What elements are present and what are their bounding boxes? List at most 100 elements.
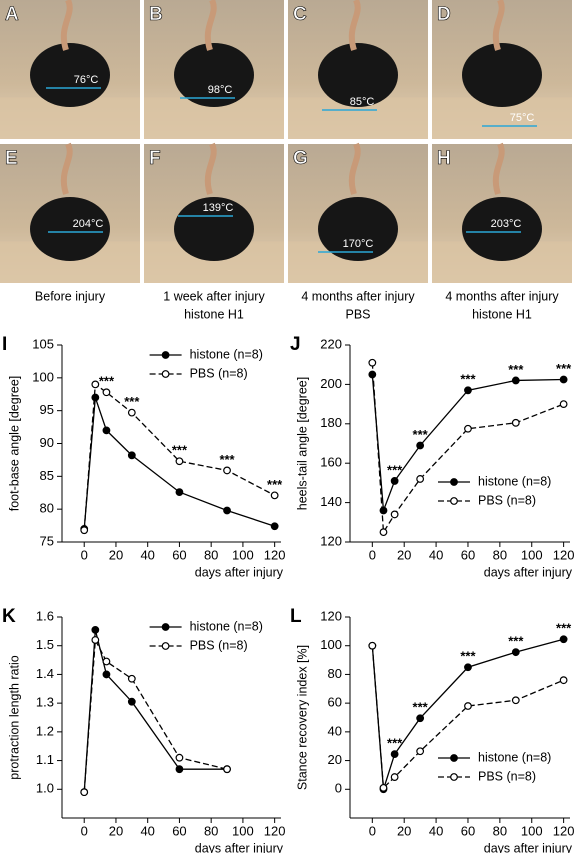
y-tick-label: 200 (320, 376, 342, 391)
panel-letter: H (437, 148, 451, 169)
y-tick-label: 80 (328, 666, 342, 681)
data-point (464, 663, 472, 672)
data-point (559, 400, 568, 409)
data-point (175, 457, 184, 466)
panel-letter: B (149, 4, 163, 25)
y-tick-label: 1.2 (36, 723, 54, 738)
legend-marker (161, 351, 170, 359)
panel-letter: K (2, 606, 16, 627)
legend-label: histone (n=8) (478, 750, 551, 764)
mouse-body (174, 197, 254, 261)
data-point (416, 441, 425, 450)
data-point (511, 376, 520, 385)
series-line (83, 629, 228, 793)
mouse-body (174, 43, 254, 107)
data-point (511, 696, 520, 705)
data-point (416, 475, 425, 483)
mouse-tail (204, 0, 217, 51)
y-tick-label: 1.6 (36, 608, 54, 623)
y-tick-label: 1.3 (36, 695, 54, 710)
x-tick-label: 120 (264, 547, 286, 562)
significance-mark: *** (508, 362, 524, 377)
x-tick-label: 80 (204, 823, 218, 838)
y-tick-label: 140 (320, 494, 342, 509)
data-point (91, 626, 100, 634)
x-tick-label: 100 (232, 823, 254, 838)
x-tick-label: 80 (493, 547, 507, 562)
x-tick-label: 0 (369, 823, 376, 838)
significance-mark: *** (99, 374, 115, 389)
x-tick-label: 20 (109, 547, 123, 562)
x-tick-label: 60 (461, 823, 475, 838)
y-tick-label: 105 (32, 336, 54, 351)
data-point (390, 510, 399, 519)
angle-label: 75°C (510, 112, 535, 124)
y-tick-label: 85 (40, 468, 54, 483)
legend-marker (161, 642, 170, 650)
legend-label: histone (n=8) (190, 347, 263, 361)
y-tick-label: 90 (40, 435, 54, 450)
data-point (91, 380, 100, 389)
significance-mark: *** (387, 462, 403, 477)
significance-mark: *** (460, 372, 476, 387)
caption: PBS (345, 307, 370, 321)
x-tick-label: 60 (172, 547, 186, 562)
significance-mark: *** (387, 736, 403, 751)
data-point (127, 697, 136, 706)
legend-marker (450, 478, 458, 486)
angle-label: 204°C (73, 218, 104, 230)
y-tick-label: 1.5 (36, 637, 54, 652)
y-axis-label: protraction length ratio (7, 655, 21, 779)
panel-letter: L (290, 606, 302, 627)
data-point (559, 676, 568, 685)
y-tick-label: 1.4 (36, 666, 54, 681)
y-tick-label: 0 (335, 781, 342, 796)
legend-marker (161, 623, 170, 631)
data-point (379, 528, 388, 537)
mouse-body (30, 197, 110, 261)
x-tick-label: 20 (397, 547, 411, 562)
x-tick-label: 100 (521, 547, 543, 562)
y-tick-label: 95 (40, 402, 54, 417)
legend-label: PBS (n=8) (478, 493, 536, 507)
data-point (368, 641, 377, 650)
data-point (102, 426, 111, 435)
legend-marker (450, 773, 458, 781)
x-tick-label: 20 (109, 823, 123, 838)
mouse-body (462, 43, 542, 107)
mouse-tail (204, 142, 217, 195)
y-tick-label: 40 (328, 723, 342, 738)
angle-label: 76°C (74, 74, 99, 86)
x-tick-label: 40 (140, 547, 154, 562)
significance-mark: *** (124, 394, 140, 409)
y-tick-label: 100 (320, 637, 342, 652)
legend-label: histone (n=8) (190, 619, 263, 633)
mouse-body (462, 197, 542, 261)
data-point (464, 386, 472, 395)
data-point (270, 522, 279, 531)
data-point (511, 418, 520, 427)
caption: 4 months after injury (445, 289, 559, 303)
angle-label: 85°C (350, 96, 375, 108)
data-point (390, 773, 399, 781)
data-point (511, 648, 520, 657)
data-point (223, 506, 231, 515)
significance-mark: *** (508, 634, 524, 649)
panel-letter: C (293, 4, 307, 25)
y-tick-label: 1.1 (36, 752, 54, 767)
mouse-tail (492, 142, 505, 195)
y-tick-label: 60 (328, 695, 342, 710)
significance-mark: *** (172, 443, 188, 458)
x-tick-label: 20 (397, 823, 411, 838)
mouse-tail (60, 142, 73, 195)
data-point (102, 388, 111, 397)
x-tick-label: 0 (81, 547, 88, 562)
angle-label: 203°C (491, 218, 522, 230)
legend-label: PBS (n=8) (190, 638, 248, 652)
data-point (175, 765, 184, 774)
legend-label: histone (n=8) (478, 474, 551, 488)
y-tick-label: 160 (320, 455, 342, 470)
panel-letter: E (5, 148, 18, 169)
significance-mark: *** (556, 361, 572, 376)
